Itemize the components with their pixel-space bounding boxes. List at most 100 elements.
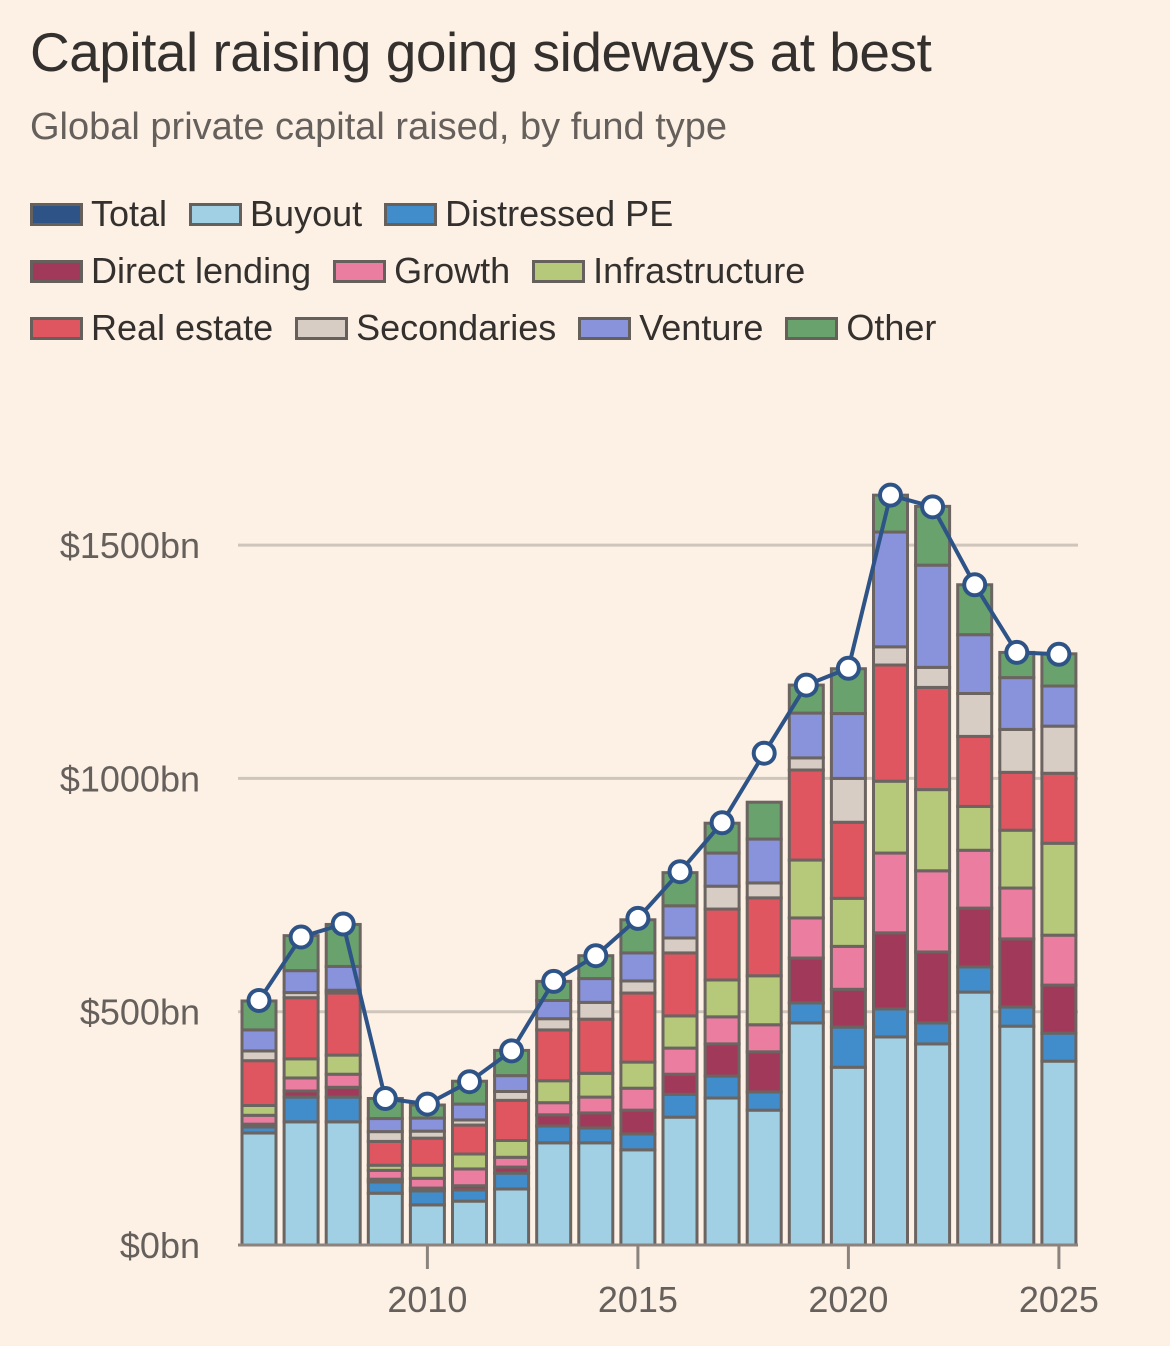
bar-segment-secondaries-2023 [956, 691, 994, 738]
bar-segment-other-2018 [745, 800, 783, 841]
chart-title: Capital raising going sideways at best [30, 21, 932, 83]
bar-segment-secondaries-2014 [577, 1000, 615, 1021]
legend-label-total: Total [91, 193, 168, 234]
bar-segment-infrastructure-2008 [324, 1053, 362, 1076]
bar-segment-venture-2024 [998, 676, 1036, 731]
legend-label-growth: Growth [394, 250, 511, 291]
bar-2018 [745, 800, 783, 1247]
bar-segment-real-estate-2015 [619, 991, 657, 1064]
bar-2023 [956, 583, 994, 1247]
bar-segment-growth-2007 [282, 1076, 320, 1093]
bar-segment-growth-2021 [872, 851, 909, 935]
bar-segment-distressed-pe-2007 [282, 1095, 320, 1124]
bar-2012 [493, 1048, 531, 1247]
bar-segment-distressed-pe-2008 [324, 1095, 362, 1124]
bar-segment-buyout-2022 [914, 1042, 952, 1247]
bar-segment-distressed-pe-2024 [998, 1005, 1036, 1028]
bar-segment-real-estate-2012 [493, 1098, 531, 1142]
bar-segment-infrastructure-2021 [872, 779, 909, 855]
total-point-2016 [667, 859, 693, 885]
bar-segment-direct-lending-2025 [1040, 983, 1078, 1035]
bar-segment-direct-lending-2023 [956, 906, 994, 969]
total-point-2024 [1004, 639, 1030, 665]
stacked-bars [240, 493, 1078, 1247]
total-point-2018 [751, 740, 777, 766]
bar-segment-infrastructure-2018 [745, 974, 783, 1027]
bar-2014 [577, 954, 615, 1247]
x-tick-label: 2025 [1019, 1279, 1099, 1320]
bar-segment-infrastructure-2014 [577, 1071, 615, 1099]
legend-label-infrastructure: Infrastructure [593, 250, 806, 291]
legend-label-distressed-pe: Distressed PE [445, 193, 674, 234]
total-point-2012 [499, 1038, 525, 1064]
legend-item-other: Other [785, 307, 936, 349]
bar-segment-real-estate-2019 [787, 768, 825, 862]
total-point-2009 [372, 1085, 398, 1111]
bar-segment-distressed-pe-2013 [535, 1124, 573, 1145]
bar-2025 [1040, 652, 1078, 1247]
bar-segment-direct-lending-2021 [872, 931, 909, 1011]
bar-segment-growth-2011 [451, 1167, 488, 1188]
bar-2011 [451, 1079, 488, 1247]
bar-2020 [829, 667, 867, 1247]
legend-swatch-venture [578, 316, 632, 340]
bar-segment-distressed-pe-2022 [914, 1021, 952, 1046]
total-point-2013 [541, 968, 567, 994]
legend-swatch-distressed-pe [384, 202, 438, 226]
bar-segment-buyout-2009 [366, 1191, 404, 1247]
bar-segment-venture-2022 [914, 563, 952, 669]
bar-2019 [787, 683, 825, 1247]
bar-segment-venture-2011 [451, 1102, 488, 1122]
bar-segment-secondaries-2019 [787, 756, 825, 772]
y-tick-label: $0bn [120, 1225, 200, 1266]
bar-segment-growth-2020 [829, 944, 867, 991]
bar-segment-real-estate-2013 [535, 1028, 573, 1083]
y-tick-label: $500bn [80, 992, 200, 1033]
bar-segment-infrastructure-2019 [787, 858, 825, 920]
legend-label-real-estate: Real estate [91, 307, 274, 348]
bar-segment-growth-2016 [661, 1046, 699, 1076]
legend-label-secondaries: Secondaries [356, 307, 557, 348]
legend-swatch-total [30, 202, 83, 226]
bar-segment-venture-2019 [787, 711, 825, 760]
bar-segment-secondaries-2025 [1040, 724, 1078, 775]
bar-segment-buyout-2021 [872, 1035, 909, 1247]
bar-segment-venture-2010 [408, 1116, 446, 1133]
bar-2007 [282, 934, 320, 1247]
x-tick-label: 2015 [598, 1279, 678, 1320]
bar-2006 [240, 999, 278, 1247]
bar-segment-venture-2017 [703, 851, 741, 888]
bar-segment-real-estate-2010 [408, 1136, 446, 1167]
bar-segment-buyout-2023 [956, 990, 994, 1247]
gridlines [238, 543, 1078, 1014]
bar-segment-secondaries-2017 [703, 884, 741, 911]
bar-segment-real-estate-2008 [324, 991, 362, 1057]
bar-segment-buyout-2007 [282, 1120, 320, 1247]
total-point-2006 [246, 988, 272, 1014]
legend-label-other: Other [846, 307, 937, 348]
bar-segment-venture-2018 [745, 837, 783, 885]
bar-segment-real-estate-2007 [282, 996, 320, 1061]
total-point-2017 [709, 810, 735, 836]
bar-segment-infrastructure-2023 [956, 804, 994, 852]
bar-segment-infrastructure-2012 [493, 1138, 531, 1159]
bar-segment-direct-lending-2024 [998, 937, 1036, 1009]
bar-segment-buyout-2019 [787, 1021, 825, 1247]
legend-item-growth: Growth [333, 250, 510, 292]
total-point-2021 [878, 482, 903, 508]
bar-segment-buyout-2012 [493, 1187, 531, 1247]
bar-segment-real-estate-2021 [872, 663, 909, 783]
bar-segment-buyout-2024 [998, 1024, 1036, 1247]
legend-row: Total Buyout Distressed PE [30, 193, 1150, 234]
bar-2009 [366, 1096, 404, 1247]
bar-2010 [408, 1103, 446, 1247]
bar-segment-buyout-2011 [451, 1199, 488, 1247]
legend-swatch-buyout [189, 202, 243, 226]
bar-segment-distressed-pe-2015 [619, 1132, 657, 1152]
bar-segment-venture-2009 [366, 1117, 404, 1134]
legend-swatch-direct-lending [30, 259, 83, 283]
bar-segment-direct-lending-2019 [787, 956, 825, 1005]
bar-2024 [998, 650, 1036, 1247]
bar-2017 [703, 821, 741, 1247]
bar-segment-growth-2019 [787, 916, 825, 960]
